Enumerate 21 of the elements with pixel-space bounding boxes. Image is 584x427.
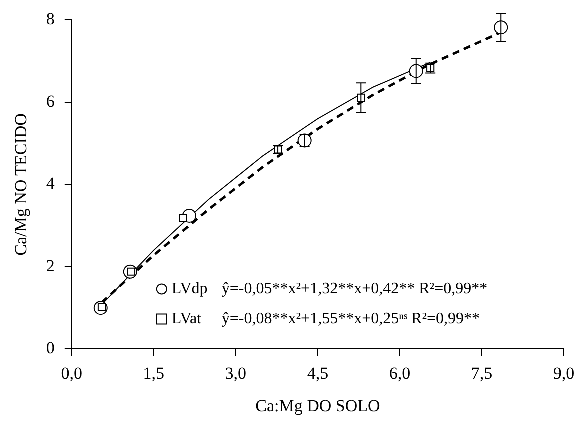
y-tick-label: 2: [46, 256, 55, 276]
x-tick-label: 1,5: [143, 364, 165, 383]
legend-label: LVat: [172, 310, 202, 328]
x-tick-label: 6,0: [389, 364, 411, 383]
annotation: ŷ=-0,08**x²+1,55**x+0,25ⁿˢ R²=0,99**: [222, 310, 480, 328]
point: [494, 20, 508, 35]
point: [409, 64, 424, 78]
x-tick-label: 7,5: [471, 364, 493, 383]
y-axis-title: Ca/Mg NO TECIDO: [12, 114, 31, 256]
x-tick-label: 0,0: [61, 364, 83, 383]
x-axis-title: Ca:Mg DO SOLO: [256, 396, 380, 416]
x-tick-label: 3,0: [225, 364, 247, 383]
point: [179, 214, 188, 222]
annotation: ŷ=-0,05**x²+1,32**x+0,42** R²=0,99**: [222, 280, 488, 298]
legend-label: LVdp: [172, 280, 208, 298]
y-tick-label: 4: [46, 174, 56, 194]
y-tick-label: 8: [46, 10, 55, 29]
x-tick-label: 9,0: [553, 364, 575, 383]
y-tick-label: 6: [46, 92, 55, 111]
x-tick-label: 4,5: [307, 364, 329, 383]
y-tick-label: 0: [46, 338, 55, 358]
